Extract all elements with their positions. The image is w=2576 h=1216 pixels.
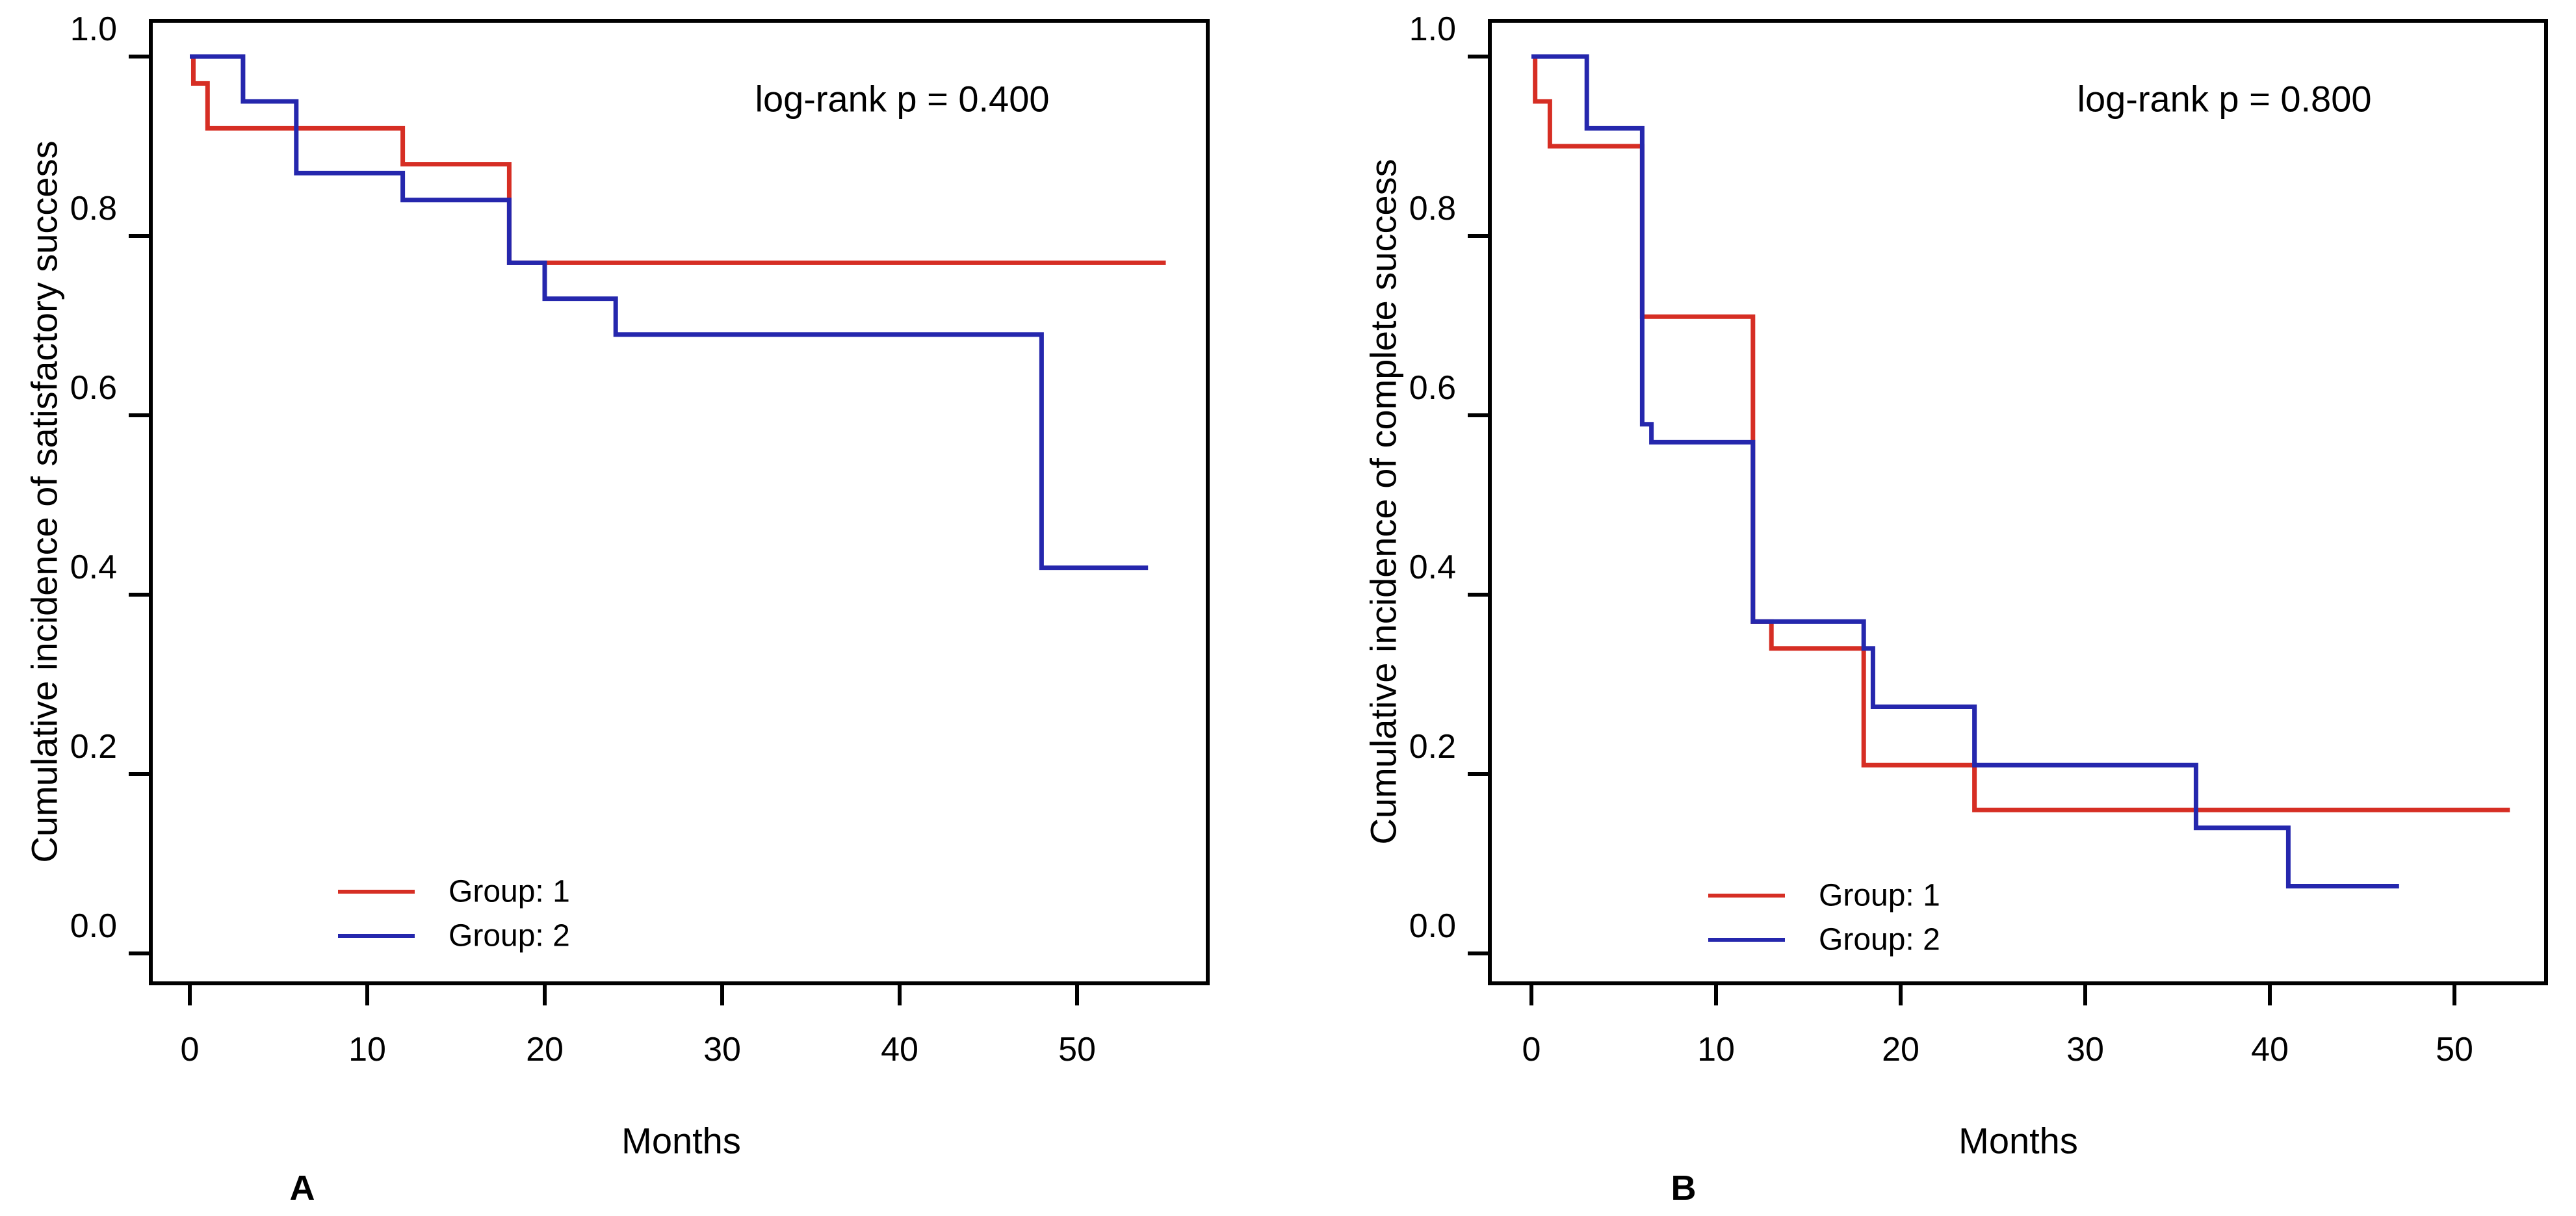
curve-group-2 <box>190 54 1149 571</box>
y-tick-label: 0.4 <box>70 549 117 586</box>
y-tick-label: 0.4 <box>1409 549 1456 586</box>
legend-a: Group: 1 Group: 2 <box>338 875 570 953</box>
y-tick-label: 0.8 <box>1409 190 1456 227</box>
panel-letter-b: B <box>1671 1169 1697 1208</box>
x-axis-title-b: Months <box>1958 1120 2078 1161</box>
y-tick-label: 0.2 <box>70 728 117 766</box>
series-curves-b <box>1531 54 2510 888</box>
legend-b: Group: 1 Group: 2 <box>1708 879 1940 957</box>
panel-b: 0 10 20 30 40 50 1.00.80.60.40.20.0 Group: 1G… <box>1363 10 2548 1208</box>
y-tick-label: 0.8 <box>70 190 117 227</box>
y-axis-title-a: Cumulative incidence of satisfactory suc… <box>24 140 65 862</box>
x-tick-label: 10 <box>348 1031 386 1068</box>
plot-box-a <box>149 19 1210 985</box>
y-tick-label: 0.2 <box>1409 728 1456 766</box>
x-tick-label: 30 <box>2066 1031 2104 1068</box>
p-value-annotation-b: log-rank p = 0.800 <box>2077 79 2372 120</box>
y-tick-label: 0.6 <box>1409 369 1456 407</box>
curve-group-2 <box>1531 54 2399 888</box>
y-axis-ticks-a: 1.0 0.8 0.6 0.4 0.2 0.0 <box>70 10 151 955</box>
x-tick-label: 40 <box>2251 1031 2289 1068</box>
y-tick-label: 1.0 <box>1409 10 1456 48</box>
x-tick-label: 40 <box>881 1031 918 1068</box>
y-tick-label: 0.0 <box>70 907 117 945</box>
y-tick-label: 1.0 <box>70 10 117 48</box>
x-tick-label: 50 <box>1058 1031 1096 1068</box>
panel-letter-a: A <box>290 1169 315 1208</box>
p-value-annotation-a: log-rank p = 0.400 <box>755 79 1050 120</box>
legend-label: Group: 2 <box>449 919 570 953</box>
x-tick-label: 30 <box>703 1031 741 1068</box>
panel-a: 0 10 20 30 40 50 1.00.80.60.40.20.0 Group: 1G… <box>24 10 1210 1208</box>
plot-box-b <box>1488 19 2548 985</box>
x-tick-label: 0 <box>181 1031 200 1068</box>
x-axis-ticks-b: 0 10 20 30 40 50 <box>1522 983 2473 1068</box>
x-tick-label: 20 <box>1882 1031 1919 1068</box>
y-tick-label: 0.6 <box>70 369 117 407</box>
legend-label: Group: 2 <box>1819 923 1940 957</box>
y-axis-ticks-b: 1.0 0.8 0.6 0.4 0.2 0.0 <box>1409 10 1490 955</box>
x-tick-label: 20 <box>526 1031 564 1068</box>
y-tick-label: 0.0 <box>1409 907 1456 945</box>
x-tick-label: 0 <box>1522 1031 1541 1068</box>
x-tick-label: 10 <box>1697 1031 1735 1068</box>
y-axis-title-b: Cumulative incidence of complete success <box>1363 159 1404 844</box>
curve-group-1 <box>1531 54 2510 812</box>
x-axis-title-a: Months <box>621 1120 741 1161</box>
legend-label: Group: 1 <box>1819 879 1940 913</box>
legend-label: Group: 1 <box>449 875 570 909</box>
series-curves-a <box>190 54 1166 571</box>
x-axis-ticks-a: 0 10 20 30 40 50 <box>181 983 1096 1068</box>
x-tick-label: 50 <box>2436 1031 2473 1068</box>
